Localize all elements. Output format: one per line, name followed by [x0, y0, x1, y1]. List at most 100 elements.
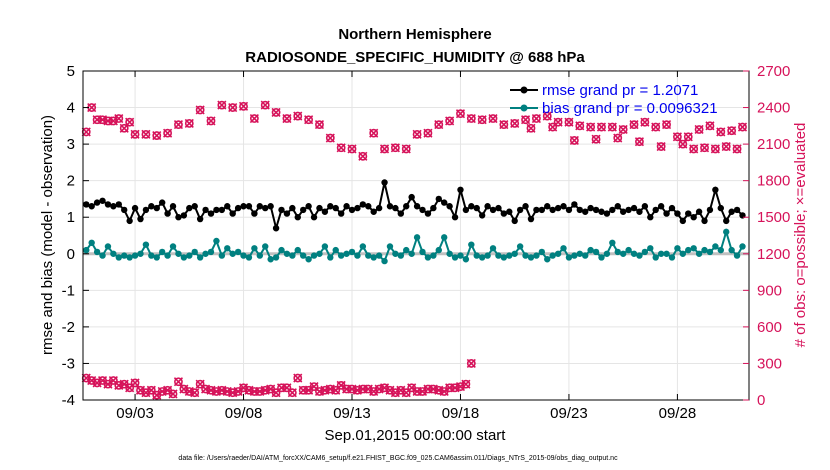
rmse-point — [603, 210, 611, 217]
rmse-point — [348, 206, 356, 214]
possible-obs-point — [434, 120, 444, 130]
rmse-point — [582, 208, 589, 215]
possible-obs-point — [640, 117, 650, 127]
possible-obs-marker-cross — [195, 105, 205, 115]
possible-obs-marker-ring — [521, 115, 530, 125]
rmse-point — [544, 203, 551, 210]
rmse-point — [196, 215, 204, 223]
bias-point — [142, 241, 150, 248]
possible-obs-point — [634, 137, 645, 147]
possible-obs-marker-ring — [304, 115, 314, 125]
evaluated-obs-marker-cross — [135, 385, 146, 395]
possible-obs-marker-ring — [401, 144, 411, 154]
possible-obs-marker-cross — [347, 144, 357, 154]
bias-point — [337, 252, 345, 259]
bias-point — [213, 237, 220, 245]
bias-point — [723, 228, 730, 236]
rmse-point — [186, 204, 193, 212]
bias-point — [630, 250, 638, 257]
rmse-point — [218, 206, 226, 214]
possible-obs-marker-ring — [651, 122, 661, 132]
rmse-point — [327, 203, 334, 210]
possible-obs-marker-ring — [103, 116, 113, 126]
evaluated-obs-marker-cross — [238, 383, 249, 393]
bias-point — [603, 250, 611, 257]
possible-obs-marker-cross — [466, 113, 476, 124]
evaluated-obs-marker-ring — [445, 383, 455, 393]
evaluated-obs-marker-ring — [331, 385, 341, 395]
bias-point — [153, 254, 160, 261]
bias-point — [245, 254, 253, 261]
possible-obs-marker-ring — [575, 121, 585, 131]
rmse-point — [533, 206, 540, 214]
rmse-point — [538, 206, 546, 214]
y-left-tick-label: 1 — [67, 209, 75, 226]
legend: rmse grand pr = 1.2071 bias grand pr = 0… — [510, 82, 718, 117]
possible-obs-point — [656, 141, 666, 152]
rmse-point — [625, 206, 632, 214]
possible-obs-marker-cross — [282, 113, 292, 124]
rmse-point — [403, 203, 410, 210]
legend-rmse-label: rmse grand pr = 1.2071 — [542, 82, 698, 99]
bias-point — [522, 252, 529, 259]
possible-obs-point — [293, 111, 303, 121]
possible-obs-marker-cross — [591, 134, 601, 144]
rmse-point — [652, 206, 659, 214]
possible-obs-marker-ring — [640, 117, 650, 127]
rmse-point — [224, 203, 231, 210]
bias-point — [657, 250, 665, 257]
bias-point — [435, 246, 442, 254]
bias-point — [571, 252, 578, 259]
possible-obs-point — [607, 122, 617, 132]
possible-obs-point — [152, 131, 162, 141]
possible-obs-marker-cross — [401, 144, 411, 154]
rmse-point — [370, 208, 377, 215]
bias-point — [430, 252, 437, 259]
bias-point — [609, 239, 616, 247]
bias-point — [278, 246, 285, 254]
bias-point — [614, 248, 621, 256]
rmse-point — [240, 203, 247, 210]
bias-point — [500, 254, 508, 261]
rmse-point — [207, 210, 215, 217]
possible-obs-marker-ring — [336, 143, 346, 153]
rmse-point — [614, 203, 621, 210]
evaluated-obs-marker-cross — [163, 385, 173, 395]
bias-point — [310, 252, 318, 259]
rmse-point — [728, 208, 735, 215]
possible-obs-marker-cross — [314, 120, 325, 130]
bias-point — [343, 250, 350, 257]
possible-obs-marker-cross — [249, 113, 259, 124]
bias-point — [647, 245, 654, 252]
rmse-point — [706, 206, 714, 214]
possible-obs-marker-cross — [488, 113, 498, 124]
bias-point — [451, 254, 459, 261]
rmse-point — [478, 212, 486, 219]
rmse-point — [408, 193, 415, 201]
bias-point — [674, 245, 681, 252]
possible-obs-marker-cross — [434, 120, 444, 130]
rmse-point — [495, 204, 502, 212]
possible-obs-point — [195, 105, 205, 115]
evaluated-obs-marker-ring — [309, 382, 319, 391]
evaluated-obs-point — [287, 388, 297, 398]
possible-obs-marker-cross — [206, 116, 216, 126]
bias-point — [701, 246, 708, 254]
bias-point — [202, 250, 209, 257]
possible-obs-point — [488, 113, 498, 124]
possible-obs-marker-cross — [689, 144, 699, 154]
rmse-point — [522, 203, 529, 210]
possible-obs-marker-cross — [423, 128, 433, 138]
rmse-point — [234, 204, 242, 212]
possible-obs-marker-ring — [347, 144, 357, 154]
bias-point — [365, 252, 372, 259]
evaluated-obs-marker-cross — [195, 379, 205, 389]
possible-obs-point — [716, 127, 726, 137]
possible-obs-point — [629, 120, 639, 130]
rmse-point — [663, 210, 670, 217]
rmse-point — [267, 203, 274, 210]
possible-obs-marker-ring — [325, 133, 335, 143]
bias-point — [706, 248, 714, 256]
possible-obs-marker-ring — [526, 123, 536, 133]
footnote: data file: /Users/raeder/DAI/ATM_forcXX/… — [178, 455, 618, 462]
